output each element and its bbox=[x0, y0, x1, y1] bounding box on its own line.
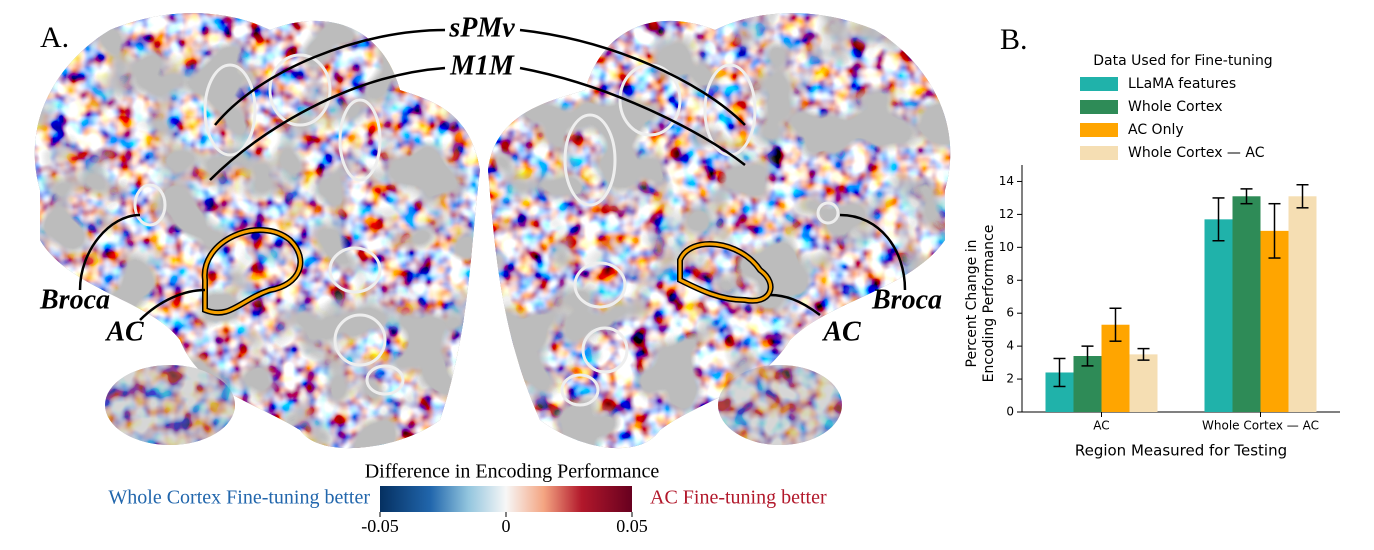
y-tick-label: 8 bbox=[1006, 273, 1014, 287]
y-tick-label: 4 bbox=[1006, 339, 1014, 353]
y-tick-label: 12 bbox=[999, 207, 1014, 221]
colorbar bbox=[380, 486, 632, 512]
panel-a: A. sPMv M1M Broca Broca AC AC Difference… bbox=[34, 12, 951, 512]
bar bbox=[1232, 196, 1261, 412]
annotation: Broca bbox=[871, 284, 942, 315]
annotation: Broca bbox=[39, 284, 110, 315]
inset-brain-right-texture bbox=[718, 365, 842, 445]
legend-swatch bbox=[1080, 123, 1118, 137]
colorbar-right-label: AC Fine-tuning better bbox=[650, 487, 827, 509]
y-axis-label: Percent Change in bbox=[964, 240, 980, 368]
legend-label: Whole Cortex — AC bbox=[1128, 145, 1265, 161]
ac-outline-left bbox=[203, 228, 302, 315]
error-bar bbox=[1268, 202, 1281, 259]
x-tick-label: AC bbox=[1093, 419, 1109, 433]
panel-label: A. bbox=[40, 21, 69, 54]
y-tick-label: 6 bbox=[1006, 306, 1014, 320]
colorbar-title: Difference in Encoding Performance bbox=[365, 461, 660, 483]
ac-outline-right bbox=[678, 242, 773, 303]
y-tick-label: 14 bbox=[999, 174, 1014, 188]
error-bar bbox=[1296, 184, 1309, 209]
colorbar-left-label: Whole Cortex Fine-tuning better bbox=[108, 487, 370, 509]
x-axis-label: Region Measured for Testing bbox=[1075, 442, 1287, 460]
y-axis-label: Encoding Performance bbox=[981, 225, 997, 383]
colorbar-tick-label: -0.05 bbox=[361, 516, 399, 536]
panel-label: B. bbox=[1000, 23, 1028, 56]
annotation: M1M bbox=[449, 50, 515, 81]
y-tick-label: 10 bbox=[999, 240, 1014, 254]
annotation: AC bbox=[104, 316, 144, 347]
legend-label: LLaMA features bbox=[1128, 76, 1236, 92]
annotation: sPMv bbox=[448, 12, 515, 43]
error-bar bbox=[1212, 197, 1225, 242]
legend-label: AC Only bbox=[1128, 122, 1184, 138]
y-tick-label: 2 bbox=[1006, 372, 1014, 386]
legend-title: Data Used for Fine-tuning bbox=[1093, 53, 1272, 69]
legend-swatch bbox=[1080, 77, 1118, 91]
bar bbox=[1288, 196, 1317, 412]
error-bar bbox=[1240, 188, 1253, 205]
x-tick-label: Whole Cortex — AC bbox=[1202, 419, 1319, 433]
annotation: AC bbox=[821, 316, 861, 347]
legend-label: Whole Cortex bbox=[1128, 99, 1222, 115]
colorbar-tick-label: 0 bbox=[502, 516, 511, 536]
error-bar bbox=[1053, 357, 1066, 388]
colorbar-tick-label: 0.05 bbox=[616, 516, 648, 536]
bar bbox=[1204, 219, 1233, 412]
inset-brain-left-texture bbox=[105, 365, 235, 445]
bar bbox=[1260, 230, 1289, 412]
error-bar bbox=[1081, 345, 1094, 367]
error-bar bbox=[1137, 347, 1150, 361]
legend-swatch bbox=[1080, 100, 1118, 114]
annotation-lines bbox=[78, 28, 907, 321]
bar bbox=[1129, 354, 1158, 412]
roi-outlines bbox=[133, 53, 840, 407]
legend-swatch bbox=[1080, 146, 1118, 160]
y-tick-label: 0 bbox=[1006, 405, 1014, 419]
error-bar bbox=[1109, 307, 1122, 342]
